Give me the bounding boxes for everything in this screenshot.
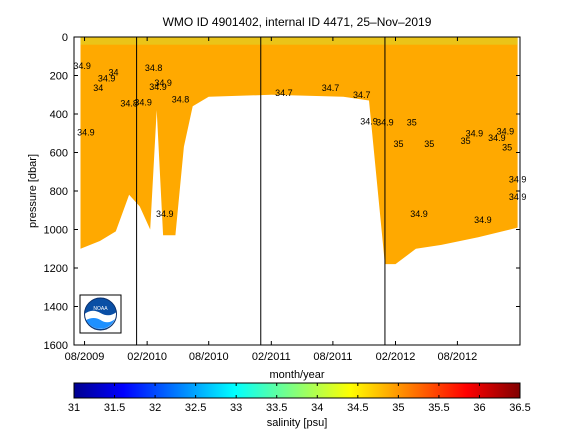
colorbar-label: salinity [psu]: [267, 417, 328, 429]
contour-labels: 34.934.9343434.834.934.834.934.934.834.9…: [73, 61, 526, 225]
contour-label: 34.7: [322, 83, 340, 93]
colorbar-tick-label: 32.5: [185, 402, 206, 414]
x-tick-label: 02/2011: [252, 351, 291, 363]
contour-label: 34: [108, 68, 118, 78]
x-tick-label: 08/2011: [313, 351, 352, 363]
svg-text:NOAA: NOAA: [93, 306, 108, 312]
colorbar-tick-label: 35.5: [428, 402, 449, 414]
contour-label: 34.8: [120, 98, 138, 108]
salinity-field: [80, 37, 518, 265]
contour-label: 34.8: [145, 63, 163, 73]
y-tick-label: 600: [50, 148, 68, 160]
contour-label: 34.9: [149, 82, 167, 92]
contour-label: 35: [461, 136, 471, 146]
contour-label: 34.9: [134, 98, 152, 108]
y-tick-label: 1000: [44, 225, 68, 237]
x-tick-label: 08/2010: [189, 351, 229, 363]
surface-layer-band: [80, 37, 518, 45]
contour-label: 35: [393, 139, 403, 149]
contour-label: 34.8: [172, 95, 190, 105]
contour-label: 35: [407, 118, 417, 128]
colorbar: [73, 382, 521, 399]
x-axis: 08/2009 02/2010 08/2010 02/2011 08/2011 02/20…: [65, 37, 478, 363]
contour-label: 34.9: [156, 209, 174, 219]
contour-label: 34.9: [466, 128, 484, 138]
y-tick-label: 1400: [44, 302, 68, 314]
colorbar-tick-label: 35: [392, 402, 404, 414]
contour-label: 35: [424, 139, 434, 149]
colorbar-tick-label: 34: [311, 402, 323, 414]
y-tick-label: 200: [50, 71, 68, 83]
contour-label: 34.9: [509, 175, 527, 185]
noaa-logo: NOAA: [79, 294, 122, 334]
colorbar-tick-label: 31: [68, 402, 80, 414]
contour-label: 34.9: [77, 127, 95, 137]
contour-label: 35: [502, 143, 512, 153]
chart-title: WMO ID 4901402, internal ID 4471, 25–Nov…: [163, 15, 432, 29]
y-tick-label: 800: [50, 186, 68, 198]
colorbar-tick-label: 32: [149, 402, 161, 414]
contour-label: 34.9: [488, 133, 506, 143]
contour-label: 34.9: [410, 209, 428, 219]
y-tick-label: 400: [50, 109, 68, 121]
contour-label: 34.7: [353, 90, 371, 100]
colorbar-tick-label: 33: [230, 402, 242, 414]
y-axis-label: pressure [dbar]: [27, 154, 39, 228]
contour-label: 34.9: [73, 61, 91, 71]
contour-label: 34: [93, 83, 103, 93]
contour-label: 34.7: [275, 88, 293, 98]
colorbar-tick-label: 34.5: [347, 402, 368, 414]
x-tick-label: 02/2010: [127, 351, 167, 363]
x-axis-label: month/year: [269, 369, 324, 381]
contour-label: 34.9: [360, 117, 378, 127]
vertical-marker-lines: [136, 37, 386, 345]
colorbar-tick-label: 31.5: [104, 402, 125, 414]
contour-label: 34.9: [154, 78, 172, 88]
x-tick-label: 08/2009: [65, 351, 105, 363]
y-axis: 0 200 400 600 800 1000 1200 1400 1600: [44, 32, 520, 352]
y-tick-label: 1600: [44, 340, 68, 352]
contour-label: 34.9: [474, 215, 492, 225]
colorbar-tick-label: 33.5: [266, 402, 287, 414]
colorbar-ticks: 31 31.5 32 32.5 33 33.5 34 34.5 35 35.5 36 36.5: [68, 383, 531, 414]
y-tick-label: 0: [62, 32, 68, 44]
contour-label: 34.9: [497, 126, 515, 136]
contour-label: 34.9: [376, 118, 394, 128]
salinity-fill-area: [80, 37, 518, 265]
y-tick-label: 1200: [44, 263, 68, 275]
contour-label: 34.9: [509, 192, 527, 202]
colorbar-tick-label: 36: [473, 402, 485, 414]
x-tick-label: 08/2012: [438, 351, 478, 363]
colorbar-tick-label: 36.5: [509, 402, 530, 414]
contour-label: 34.9: [98, 73, 116, 83]
x-tick-label: 02/2012: [376, 351, 416, 363]
